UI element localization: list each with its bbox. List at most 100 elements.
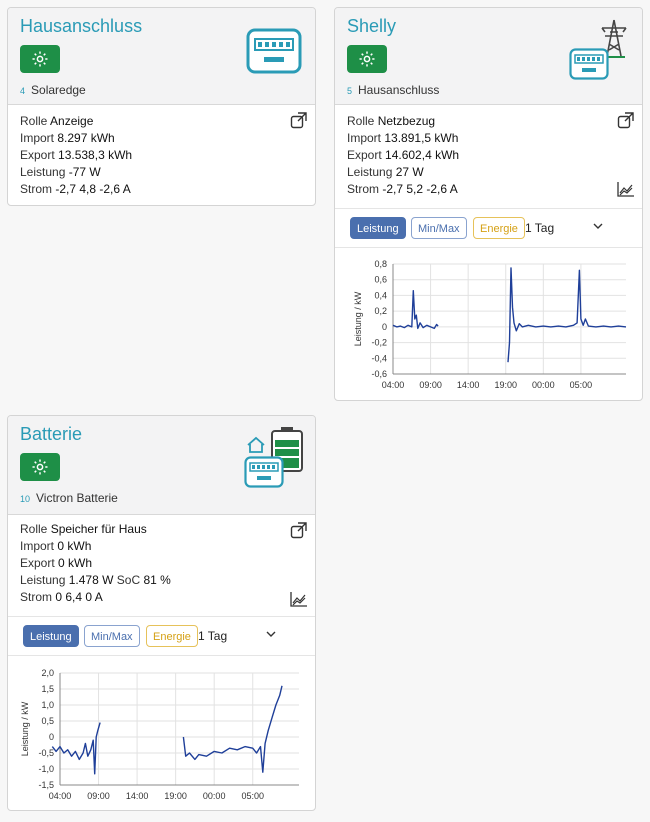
strom-label: Strom <box>20 590 53 604</box>
rolle-value: Speicher für Haus <box>50 522 147 536</box>
period-select[interactable]: 1 Tag <box>525 221 555 235</box>
import-value: 0 kWh <box>57 539 92 553</box>
y-tick-label: 0 <box>49 732 54 742</box>
rolle-label: Rolle <box>20 114 48 128</box>
leistung-value: 1.478 W <box>68 573 114 587</box>
x-tick-label: 05:00 <box>241 791 264 801</box>
card-title[interactable]: Batterie <box>20 424 83 444</box>
tab-energie[interactable]: Energie <box>146 625 198 647</box>
external-link-icon[interactable] <box>290 521 308 539</box>
period-select[interactable]: 1 Tag <box>198 629 228 643</box>
card-body: Rolle Netzbezug Import 13.891,5 kWh Expo… <box>335 105 642 205</box>
export-row: Export 13.538,3 kWh <box>20 147 132 164</box>
tab-energie[interactable]: Energie <box>473 217 525 239</box>
series-line <box>182 685 283 773</box>
strom-label: Strom <box>20 182 53 196</box>
export-row: Export 0 kWh <box>20 555 92 572</box>
strom-row: Strom -2,7 5,2 -2,6 A <box>347 181 458 198</box>
meter-icon <box>569 48 609 80</box>
series-line <box>392 290 439 330</box>
card-batterie: Batterie 10 Victron Batterie Rolle Speich… <box>7 415 316 811</box>
rolle-label: Rolle <box>20 522 48 536</box>
export-label: Export <box>20 556 55 570</box>
chart-icon[interactable] <box>290 591 308 607</box>
x-tick-label: 19:00 <box>494 380 517 390</box>
x-tick-label: 09:00 <box>419 380 442 390</box>
external-link-icon[interactable] <box>617 111 635 129</box>
soc-value: 81 % <box>143 573 171 587</box>
strom-value: -2,7 4,8 -2,6 A <box>55 182 131 196</box>
y-axis-label: Leistung / kW <box>20 701 30 756</box>
y-tick-label: 0,8 <box>374 259 387 269</box>
settings-button[interactable] <box>20 45 60 73</box>
tab-minmax[interactable]: Min/Max <box>84 625 140 647</box>
y-tick-label: -0,5 <box>38 748 54 758</box>
card-header: Batterie 10 Victron Batterie <box>8 416 315 515</box>
view-tabs: Leistung Min/Max Energie 1 Tag <box>8 616 315 656</box>
leistung-label: Leistung <box>347 165 393 179</box>
export-value: 13.538,3 kWh <box>58 148 133 162</box>
device-id-row: 4 Solaredge <box>20 83 86 97</box>
chevron-down-icon[interactable] <box>266 631 276 638</box>
device-id-row: 10 Victron Batterie <box>20 491 118 505</box>
x-tick-label: 04:00 <box>382 380 405 390</box>
import-row: Import 8.297 kWh <box>20 130 115 147</box>
card-title[interactable]: Hausanschluss <box>20 16 143 36</box>
device-id: 10 <box>20 493 31 504</box>
y-tick-label: 0,2 <box>374 306 387 316</box>
view-tabs: Leistung Min/Max Energie 1 Tag <box>335 208 642 248</box>
card-header: Shelly 5 Hausanschluss <box>335 8 642 105</box>
tab-leistung[interactable]: Leistung <box>23 625 79 647</box>
card-body: Rolle Anzeige Import 8.297 kWh Export 13… <box>8 105 315 205</box>
y-tick-label: 0 <box>382 322 387 332</box>
series-line <box>51 722 101 775</box>
y-tick-label: -1,0 <box>38 764 54 774</box>
strom-row: Strom -2,7 4,8 -2,6 A <box>20 181 131 198</box>
settings-button[interactable] <box>347 45 387 73</box>
import-value: 8.297 kWh <box>57 131 115 145</box>
chart-icon[interactable] <box>617 181 635 197</box>
card-shelly: Shelly 5 Hausanschluss Rolle Netzbezug Im… <box>334 7 643 401</box>
card-hausanschluss: Hausanschluss 4 Solaredge Rolle Anzeige I… <box>7 7 316 206</box>
x-tick-label: 09:00 <box>87 791 110 801</box>
chart-leistung-shelly: 0,8 0,6 0,4 0,2 0 -0,2 -0,4 -0,604:00 09:00 14:00… <box>353 259 627 390</box>
chart-leistung-batterie: 2,0 1,5 1,0 0,5 0 -0,5 -1,0 -1,504:00 09:00 14:00… <box>20 668 299 801</box>
gear-icon <box>359 51 375 67</box>
device-name: Victron Batterie <box>36 491 118 505</box>
rolle-row: Rolle Speicher für Haus <box>20 521 147 538</box>
strom-label: Strom <box>347 182 380 196</box>
meter-icon <box>246 28 302 74</box>
y-tick-label: -0,4 <box>371 353 387 363</box>
rolle-label: Rolle <box>347 114 375 128</box>
series-line <box>507 267 627 363</box>
x-tick-label: 14:00 <box>126 791 149 801</box>
meter-icon <box>244 456 284 488</box>
rolle-value: Anzeige <box>50 114 94 128</box>
rolle-row: Rolle Netzbezug <box>347 113 435 130</box>
chevron-down-icon[interactable] <box>593 223 603 230</box>
house-icon <box>247 436 265 453</box>
x-tick-label: 00:00 <box>203 791 226 801</box>
external-link-icon[interactable] <box>290 111 308 129</box>
tab-minmax[interactable]: Min/Max <box>411 217 467 239</box>
export-row: Export 14.602,4 kWh <box>347 147 459 164</box>
import-value: 13.891,5 kWh <box>384 131 459 145</box>
y-tick-label: 0,4 <box>374 290 387 300</box>
device-name: Solaredge <box>31 83 86 97</box>
y-tick-label: 1,0 <box>41 700 54 710</box>
device-name: Hausanschluss <box>358 83 440 97</box>
gear-icon <box>32 459 48 475</box>
leistung-label: Leistung <box>20 573 66 587</box>
y-tick-label: -0,6 <box>371 369 387 379</box>
tab-leistung[interactable]: Leistung <box>350 217 406 239</box>
y-tick-label: 2,0 <box>41 668 54 678</box>
import-label: Import <box>20 131 55 145</box>
x-tick-label: 04:00 <box>49 791 72 801</box>
import-row: Import 13.891,5 kWh <box>347 130 458 147</box>
card-title[interactable]: Shelly <box>347 16 397 36</box>
settings-button[interactable] <box>20 453 60 481</box>
export-label: Export <box>20 148 55 162</box>
y-tick-label: 0,5 <box>41 716 54 726</box>
leistung-row: Leistung 1.478 W SoC 81 % <box>20 572 171 589</box>
soc-label: SoC <box>116 573 141 587</box>
